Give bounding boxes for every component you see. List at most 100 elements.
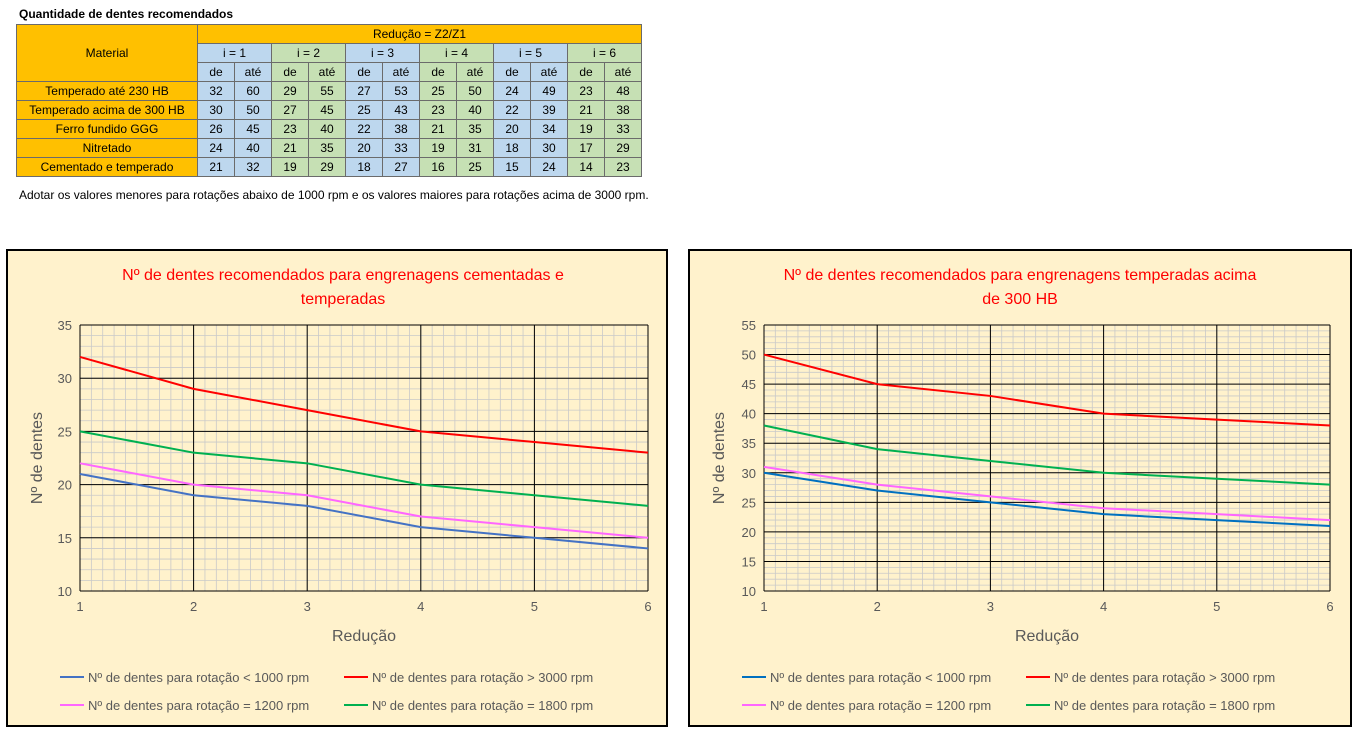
value-cell: 45: [234, 119, 272, 139]
value-cell: 27: [271, 100, 309, 120]
series-line: [763, 465, 1331, 522]
value-cell: 50: [456, 81, 494, 101]
legend-label: Nº de dentes para rotação > 3000 rpm: [372, 670, 593, 685]
y-tick-label: 55: [742, 318, 756, 333]
y-tick-label: 15: [742, 554, 756, 569]
y-tick-label: 30: [742, 466, 756, 481]
value-cell: 30: [197, 100, 235, 120]
chart-cementadas: 10 15 20 25 30 35 1 2 3 4 5 6 Redução Nº de dentes Nº …: [6, 249, 668, 727]
y-axis-label: Nº de dentes: [711, 412, 728, 504]
x-tick-label: 1: [76, 599, 83, 614]
from-header: de: [419, 62, 457, 82]
value-cell: 21: [271, 138, 309, 158]
x-tick-label: 6: [644, 599, 651, 614]
ratio-header: i = 1: [197, 43, 272, 63]
value-cell: 23: [604, 157, 642, 177]
table-row: Temperado até 230 HB 32 60 29 55 27 53 25 50 24 49…: [16, 81, 642, 101]
value-cell: 31: [456, 138, 494, 158]
reduction-header: Redução = Z2/Z1: [197, 24, 642, 44]
x-tick-label: 1: [760, 599, 767, 614]
series-line: [763, 353, 1331, 427]
y-tick-label: 35: [742, 436, 756, 451]
value-cell: 35: [308, 138, 346, 158]
value-cell: 23: [419, 100, 457, 120]
value-cell: 60: [234, 81, 272, 101]
x-axis-label: Redução: [332, 628, 396, 645]
value-cell: 15: [493, 157, 531, 177]
value-cell: 39: [530, 100, 568, 120]
material-cell: Temperado acima de 300 HB: [16, 100, 198, 120]
value-cell: 45: [308, 100, 346, 120]
value-cell: 43: [382, 100, 420, 120]
chart-title: de 300 HB: [982, 291, 1058, 308]
to-header: até: [308, 62, 346, 82]
ratio-header: i = 3: [345, 43, 420, 63]
value-cell: 18: [493, 138, 531, 158]
material-cell: Temperado até 230 HB: [16, 81, 198, 101]
legend-label: Nº de dentes para rotação = 1800 rpm: [372, 698, 593, 713]
value-cell: 23: [567, 81, 605, 101]
value-cell: 22: [493, 100, 531, 120]
to-header: até: [456, 62, 494, 82]
legend-label: Nº de dentes para rotação = 1800 rpm: [1054, 698, 1275, 713]
material-header: Material: [16, 24, 198, 82]
to-header: até: [382, 62, 420, 82]
from-header: de: [271, 62, 309, 82]
material-cell: Nitretado: [16, 138, 198, 158]
y-tick-label: 35: [58, 318, 72, 333]
from-header: de: [567, 62, 605, 82]
series-line: [79, 430, 649, 507]
table-row: Temperado acima de 300 HB 30 50 27 45 25 43 23 4…: [16, 100, 642, 120]
to-header: até: [234, 62, 272, 82]
chart-temperadas: 10 15 20 25 30 35 40 45 50 55 1 2 3 4 5 6 Redução Nº de d…: [688, 249, 1352, 727]
y-tick-label: 45: [742, 377, 756, 392]
x-axis-label: Redução: [1015, 628, 1079, 645]
y-tick-label: 50: [742, 348, 756, 363]
y-tick-label: 10: [742, 584, 756, 599]
x-tick-label: 2: [874, 599, 881, 614]
ratio-header: i = 5: [493, 43, 568, 63]
value-cell: 38: [382, 119, 420, 139]
value-cell: 29: [271, 81, 309, 101]
x-tick-label: 3: [304, 599, 311, 614]
value-cell: 40: [308, 119, 346, 139]
y-tick-label: 25: [742, 495, 756, 510]
from-header: de: [345, 62, 383, 82]
value-cell: 33: [382, 138, 420, 158]
x-tick-label: 2: [190, 599, 197, 614]
value-cell: 29: [308, 157, 346, 177]
ratio-header: i = 2: [271, 43, 346, 63]
value-cell: 55: [308, 81, 346, 101]
legend-label: Nº de dentes para rotação > 3000 rpm: [1054, 670, 1275, 685]
value-cell: 38: [604, 100, 642, 120]
from-header: de: [197, 62, 235, 82]
value-cell: 21: [567, 100, 605, 120]
value-cell: 24: [530, 157, 568, 177]
value-cell: 16: [419, 157, 457, 177]
value-cell: 27: [382, 157, 420, 177]
legend-label: Nº de dentes para rotação = 1200 rpm: [88, 698, 309, 713]
value-cell: 34: [530, 119, 568, 139]
value-cell: 26: [197, 119, 235, 139]
chart-title: temperadas: [301, 291, 386, 308]
y-tick-label: 20: [742, 525, 756, 540]
ratio-header: i = 6: [567, 43, 642, 63]
value-cell: 24: [493, 81, 531, 101]
chart-title: Nº de dentes recomendados para engrenage…: [122, 267, 564, 284]
value-cell: 17: [567, 138, 605, 158]
series-line: [79, 472, 649, 550]
x-tick-label: 4: [1100, 599, 1107, 614]
legend-label: Nº de dentes para rotação < 1000 rpm: [88, 670, 309, 685]
y-tick-label: 10: [58, 584, 72, 599]
table-row: Nitretado 24 40 21 35 20 33 19 31 18 30 17 29: [16, 138, 642, 158]
value-cell: 24: [197, 138, 235, 158]
value-cell: 29: [604, 138, 642, 158]
value-cell: 25: [456, 157, 494, 177]
value-cell: 32: [197, 81, 235, 101]
value-cell: 48: [604, 81, 642, 101]
x-tick-label: 5: [531, 599, 538, 614]
value-cell: 25: [419, 81, 457, 101]
value-cell: 27: [345, 81, 383, 101]
chart-title: Nº de dentes recomendados para engrenage…: [784, 267, 1257, 284]
